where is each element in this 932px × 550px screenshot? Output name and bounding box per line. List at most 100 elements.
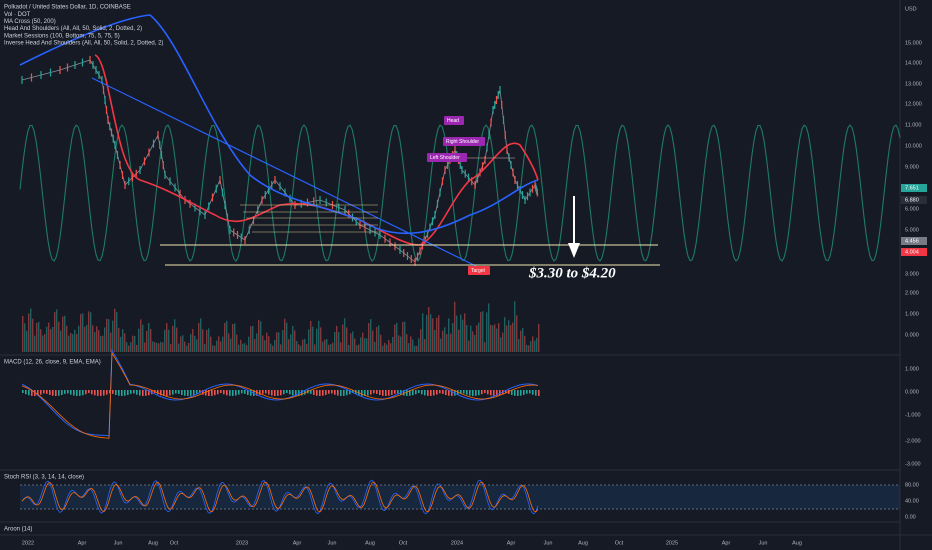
candle <box>261 196 263 204</box>
pattern-tag-label: Left Shoulder <box>430 155 460 161</box>
macd-hist <box>112 390 114 394</box>
macd-hist <box>241 390 243 394</box>
volume-bar <box>62 316 64 352</box>
volume-bar <box>150 328 152 352</box>
candle <box>189 199 191 208</box>
legend-line: Head And Shoulders (All, All, 50, Solid,… <box>4 26 142 32</box>
candle <box>164 171 166 179</box>
macd-hist <box>76 390 78 396</box>
volume-bar <box>412 339 414 352</box>
candle <box>429 223 431 232</box>
volume-bar <box>254 339 256 352</box>
candle <box>426 229 429 238</box>
volume-bar <box>134 335 136 352</box>
macd-hist <box>256 390 258 396</box>
macd-hist <box>283 390 285 395</box>
pane-label: Aroon (14) <box>4 527 32 533</box>
macd-hist <box>235 390 237 396</box>
volume-bar <box>312 326 314 352</box>
volume-bar <box>88 311 90 352</box>
macd-hist <box>172 390 174 395</box>
candle <box>355 217 357 226</box>
volume-bar <box>380 334 382 352</box>
macd-hist <box>517 390 519 396</box>
candle <box>524 196 526 204</box>
volume-bar <box>478 322 480 352</box>
candle <box>143 157 146 166</box>
volume-bar <box>288 339 290 352</box>
volume-bar <box>92 325 94 352</box>
macd-hist <box>232 390 234 396</box>
volume-bar <box>204 343 206 352</box>
volume-bar <box>220 341 222 352</box>
volume-bar <box>272 345 274 352</box>
candle <box>289 194 291 203</box>
volume-bar <box>418 338 420 352</box>
volume-bar <box>362 332 364 352</box>
macd-hist <box>217 390 219 395</box>
candle <box>157 131 159 139</box>
volume-bar <box>32 318 34 352</box>
candle <box>131 173 134 182</box>
candle <box>488 131 490 139</box>
volume-bar <box>138 328 140 352</box>
volume-bar <box>466 324 468 352</box>
price-tick-label: 5.000 <box>905 227 919 233</box>
macd-hist <box>118 390 120 396</box>
pattern-tag <box>443 137 485 146</box>
volume-bar <box>282 330 284 352</box>
candle <box>502 116 505 124</box>
macd-hist <box>469 390 471 396</box>
volume-bar <box>110 332 112 352</box>
stoch-tick-label: 40.00 <box>905 498 919 504</box>
volume-bar <box>408 343 410 352</box>
legend-line: Inverse Head And Shoulders (All, All, 50… <box>4 41 163 47</box>
volume-bar <box>514 301 516 352</box>
macd-hist <box>511 390 513 396</box>
volume-bar <box>80 313 82 352</box>
volume-bar <box>448 318 450 352</box>
ma-200 <box>19 14 539 235</box>
macd-hist <box>190 390 192 396</box>
volume-bar <box>416 345 418 352</box>
time-tick-label: Apr <box>78 540 87 546</box>
volume-bar <box>518 339 520 352</box>
candle <box>535 183 537 192</box>
candle <box>497 91 499 99</box>
macd-hist <box>355 390 357 395</box>
volume-bar <box>364 338 366 352</box>
candle <box>461 166 463 174</box>
volume-bar <box>152 341 154 352</box>
candle <box>406 252 409 260</box>
volume-bar <box>156 342 158 352</box>
macd-tick-label: 0.000 <box>905 389 919 395</box>
candle <box>474 181 476 189</box>
candle <box>109 122 111 131</box>
macd-hist <box>445 390 447 396</box>
macd-hist <box>373 390 375 394</box>
volume-bar <box>506 325 508 352</box>
volume-bar <box>298 344 300 352</box>
volume-bar <box>202 329 204 352</box>
macd-hist <box>352 390 354 394</box>
macd-hist <box>163 390 165 396</box>
time-tick-label: Jun <box>759 540 768 546</box>
volume-bar <box>444 327 446 352</box>
candle <box>384 234 386 243</box>
candle <box>481 162 484 171</box>
volume-bar <box>104 327 106 352</box>
macd-tick-label: -1.000 <box>905 412 921 418</box>
volume-bar <box>376 327 378 352</box>
volume-bar <box>366 338 368 352</box>
volume-bar <box>114 308 116 352</box>
macd-hist <box>322 390 324 396</box>
volume-bar <box>224 323 226 352</box>
candle <box>403 249 405 257</box>
volume-bar <box>470 325 472 352</box>
candle <box>495 96 498 104</box>
macd-hist <box>415 390 417 395</box>
volume-bar <box>56 309 58 352</box>
macd-hist <box>139 390 141 396</box>
volume-bar <box>500 337 502 352</box>
volume-bar <box>498 323 500 352</box>
